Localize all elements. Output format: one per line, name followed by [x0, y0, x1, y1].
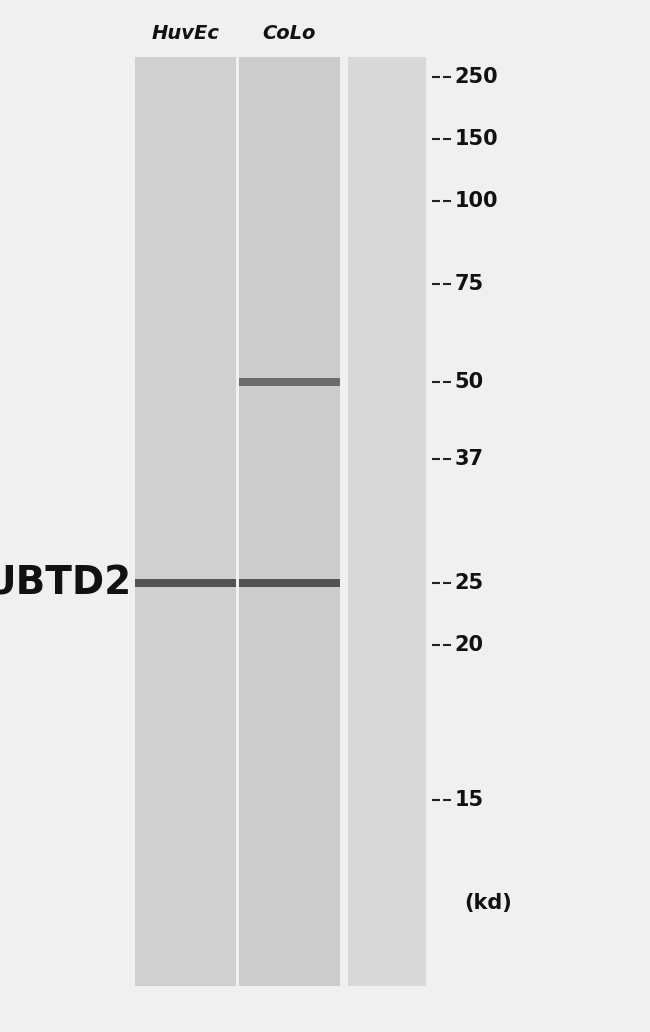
Text: 75: 75 — [454, 273, 484, 294]
Text: UBTD2: UBTD2 — [0, 565, 132, 602]
Bar — [239, 57, 339, 986]
Text: 15: 15 — [454, 789, 484, 810]
Text: 25: 25 — [454, 573, 484, 593]
Text: HuvEc: HuvEc — [151, 24, 219, 42]
Bar — [239, 579, 339, 587]
Text: 100: 100 — [454, 191, 498, 212]
Text: CoLo: CoLo — [263, 24, 316, 42]
Bar — [135, 579, 235, 587]
Text: (kd): (kd) — [465, 893, 512, 913]
Text: 20: 20 — [454, 635, 484, 655]
Text: 150: 150 — [454, 129, 498, 150]
Text: 50: 50 — [454, 372, 484, 392]
Text: 250: 250 — [454, 67, 498, 88]
Bar — [135, 57, 235, 986]
Bar — [348, 57, 426, 986]
Text: 37: 37 — [454, 449, 484, 470]
Bar — [239, 378, 339, 386]
